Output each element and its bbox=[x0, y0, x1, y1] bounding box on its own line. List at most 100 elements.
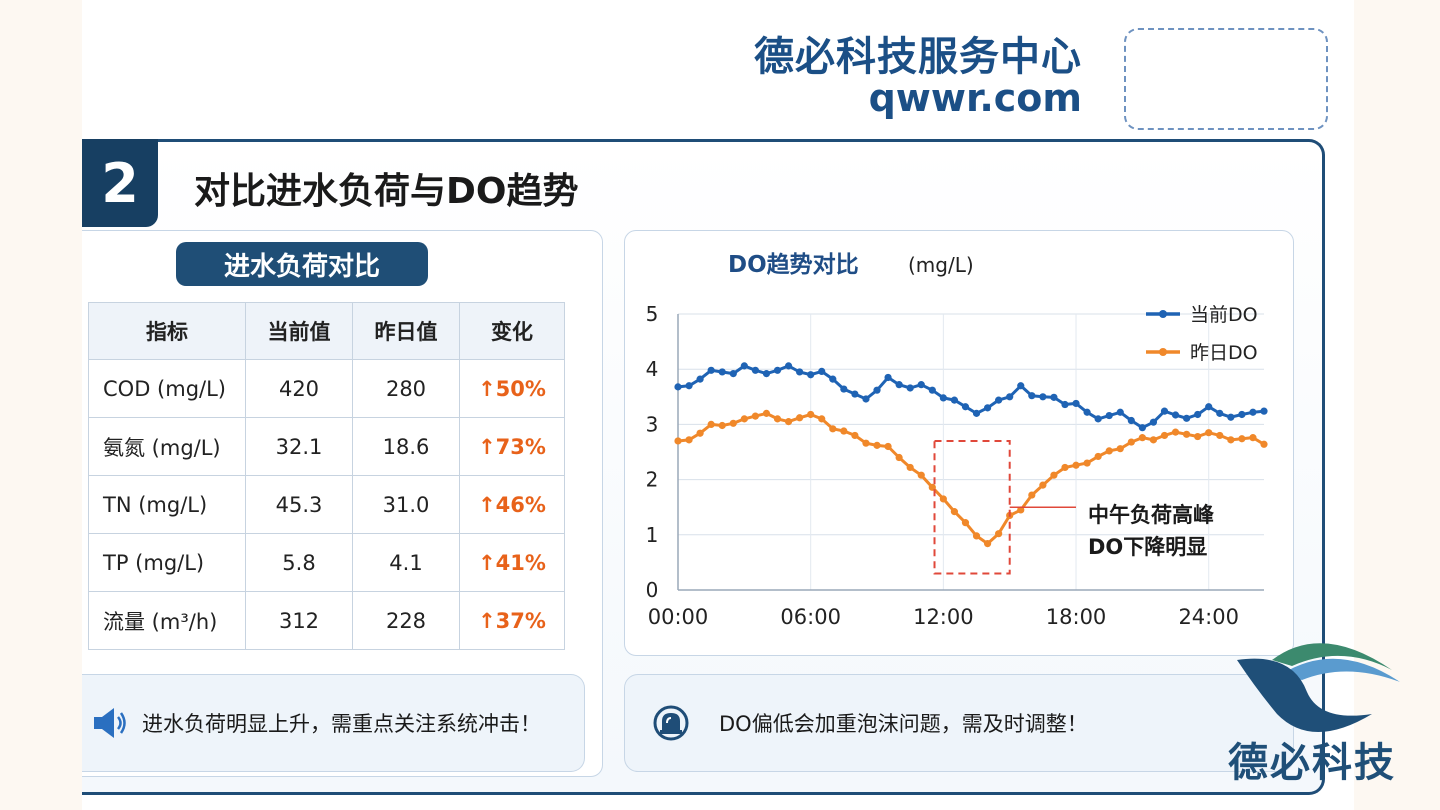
series-point-2 bbox=[1039, 481, 1047, 489]
notice-right-text: DO偏低会加重泡沫问题，需及时调整！ bbox=[719, 712, 1088, 736]
series-point-2 bbox=[773, 415, 782, 423]
series-point-2 bbox=[1050, 471, 1058, 479]
series-point-2 bbox=[851, 431, 859, 440]
brand-name: 德必科技服务中心 bbox=[754, 34, 1082, 80]
header-yesterday: 昨日值 bbox=[352, 302, 460, 360]
series-point-2 bbox=[1094, 452, 1102, 461]
y-tick-label: 5 bbox=[646, 302, 659, 326]
notice-left: 进水负荷明显上升，需重点关注系统冲击！ bbox=[82, 674, 585, 772]
series-point-1 bbox=[784, 362, 793, 370]
series-point-1 bbox=[1160, 407, 1169, 415]
series-point-1 bbox=[873, 386, 881, 394]
logo-wave-light bbox=[1282, 658, 1400, 682]
annotation-text: DO下降明显 bbox=[1088, 535, 1207, 559]
metric-name: TP (mg/L) bbox=[88, 533, 246, 592]
series-point-2 bbox=[1072, 461, 1080, 469]
change-value: ↑37% bbox=[459, 591, 565, 650]
series-point-2 bbox=[873, 441, 881, 449]
series-point-1 bbox=[1028, 392, 1036, 400]
yesterday-value: 228 bbox=[352, 591, 460, 650]
change-value: ↑73% bbox=[459, 417, 565, 476]
series-point-2 bbox=[1171, 428, 1180, 436]
table-row: COD (mg/L) 420 280 ↑50% bbox=[88, 359, 565, 418]
table-row: TP (mg/L) 5.8 4.1 ↑41% bbox=[88, 533, 565, 592]
series-point-2 bbox=[1238, 435, 1246, 443]
series-point-2 bbox=[740, 415, 748, 423]
series-point-2 bbox=[972, 532, 981, 540]
series-point-2 bbox=[796, 414, 804, 422]
series-point-2 bbox=[906, 463, 914, 472]
change-value: ↑41% bbox=[459, 533, 565, 592]
chart-unit: (mg/L) bbox=[908, 253, 974, 277]
logo-placeholder-box bbox=[1124, 28, 1328, 130]
series-point-1 bbox=[818, 367, 826, 376]
series-point-1 bbox=[696, 375, 704, 383]
x-tick-label: 24:00 bbox=[1178, 605, 1239, 629]
x-tick-label: 00:00 bbox=[648, 605, 709, 629]
series-point-1 bbox=[1127, 416, 1135, 425]
series-point-1 bbox=[1050, 393, 1058, 401]
chart-title: DO趋势对比 bbox=[728, 252, 859, 278]
series-point-2 bbox=[1194, 432, 1202, 441]
series-point-2 bbox=[696, 429, 704, 437]
series-point-2 bbox=[917, 471, 925, 479]
annotation-text: 中午负荷高峰 bbox=[1088, 503, 1214, 527]
legend-marker bbox=[1159, 348, 1167, 356]
metric-name: TN (mg/L) bbox=[88, 475, 246, 534]
series-point-1 bbox=[928, 386, 936, 394]
series-point-1 bbox=[983, 404, 992, 412]
series-point-1 bbox=[685, 382, 693, 390]
series-point-2 bbox=[829, 425, 837, 433]
series-point-1 bbox=[751, 366, 759, 374]
series-point-1 bbox=[1249, 408, 1257, 416]
series-point-2 bbox=[950, 508, 959, 516]
speaker-icon bbox=[94, 708, 126, 738]
y-tick-label: 3 bbox=[646, 412, 659, 436]
series-point-1 bbox=[1116, 408, 1124, 416]
legend-label: 昨日DO bbox=[1190, 342, 1258, 364]
series-point-1 bbox=[1105, 411, 1113, 420]
series-point-1 bbox=[773, 366, 782, 374]
series-point-2 bbox=[1017, 506, 1025, 514]
series-point-2 bbox=[884, 442, 892, 451]
notice-right: DO偏低会加重泡沫问题，需及时调整！ bbox=[624, 674, 1294, 772]
annotation-box bbox=[933, 439, 1011, 575]
yesterday-value: 4.1 bbox=[352, 533, 460, 592]
series-point-2 bbox=[762, 409, 771, 417]
y-tick-label: 0 bbox=[646, 578, 659, 602]
series-point-1 bbox=[972, 409, 981, 417]
series-point-2 bbox=[751, 412, 759, 420]
series-point-1 bbox=[939, 394, 947, 402]
brand-url: qwwr.com bbox=[868, 76, 1082, 120]
series-point-1 bbox=[718, 368, 726, 376]
table-row: 氨氮 (mg/L) 32.1 18.6 ↑73% bbox=[88, 417, 565, 476]
series-point-2 bbox=[1116, 445, 1124, 453]
series-point-2 bbox=[1260, 440, 1268, 448]
series-point-2 bbox=[1227, 436, 1235, 444]
series-point-1 bbox=[840, 385, 848, 393]
series-point-2 bbox=[784, 418, 793, 426]
series-point-2 bbox=[818, 415, 826, 423]
series-point-2 bbox=[1249, 434, 1257, 442]
company-logo bbox=[1237, 643, 1400, 732]
logo-wave-green bbox=[1272, 643, 1392, 670]
series-point-2 bbox=[718, 421, 726, 430]
series-point-1 bbox=[862, 395, 870, 403]
series-point-1 bbox=[906, 384, 914, 392]
section-title: 对比进水负荷与DO趋势 bbox=[194, 171, 579, 212]
y-tick-label: 4 bbox=[646, 357, 659, 381]
yesterday-value: 280 bbox=[352, 359, 460, 418]
series-point-2 bbox=[895, 453, 903, 462]
do-trend-chart: DO趋势对比 (mg/L) 0 1 2 3 4 5 00:00 06:00 12:00 18:00 24… bbox=[646, 252, 1268, 629]
series-point-1 bbox=[1183, 414, 1191, 422]
yesterday-value: 18.6 bbox=[352, 417, 460, 476]
series-point-1 bbox=[1260, 407, 1268, 415]
table-header-row: 指标 当前值 昨日值 变化 bbox=[88, 302, 565, 360]
series-point-2 bbox=[1105, 447, 1113, 455]
series-point-2 bbox=[995, 530, 1003, 538]
series-point-1 bbox=[1039, 393, 1047, 401]
table-row: TN (mg/L) 45.3 31.0 ↑46% bbox=[88, 475, 565, 534]
legend-label: 当前DO bbox=[1190, 304, 1258, 326]
series-point-1 bbox=[1227, 413, 1235, 421]
series-point-2 bbox=[1216, 431, 1224, 440]
